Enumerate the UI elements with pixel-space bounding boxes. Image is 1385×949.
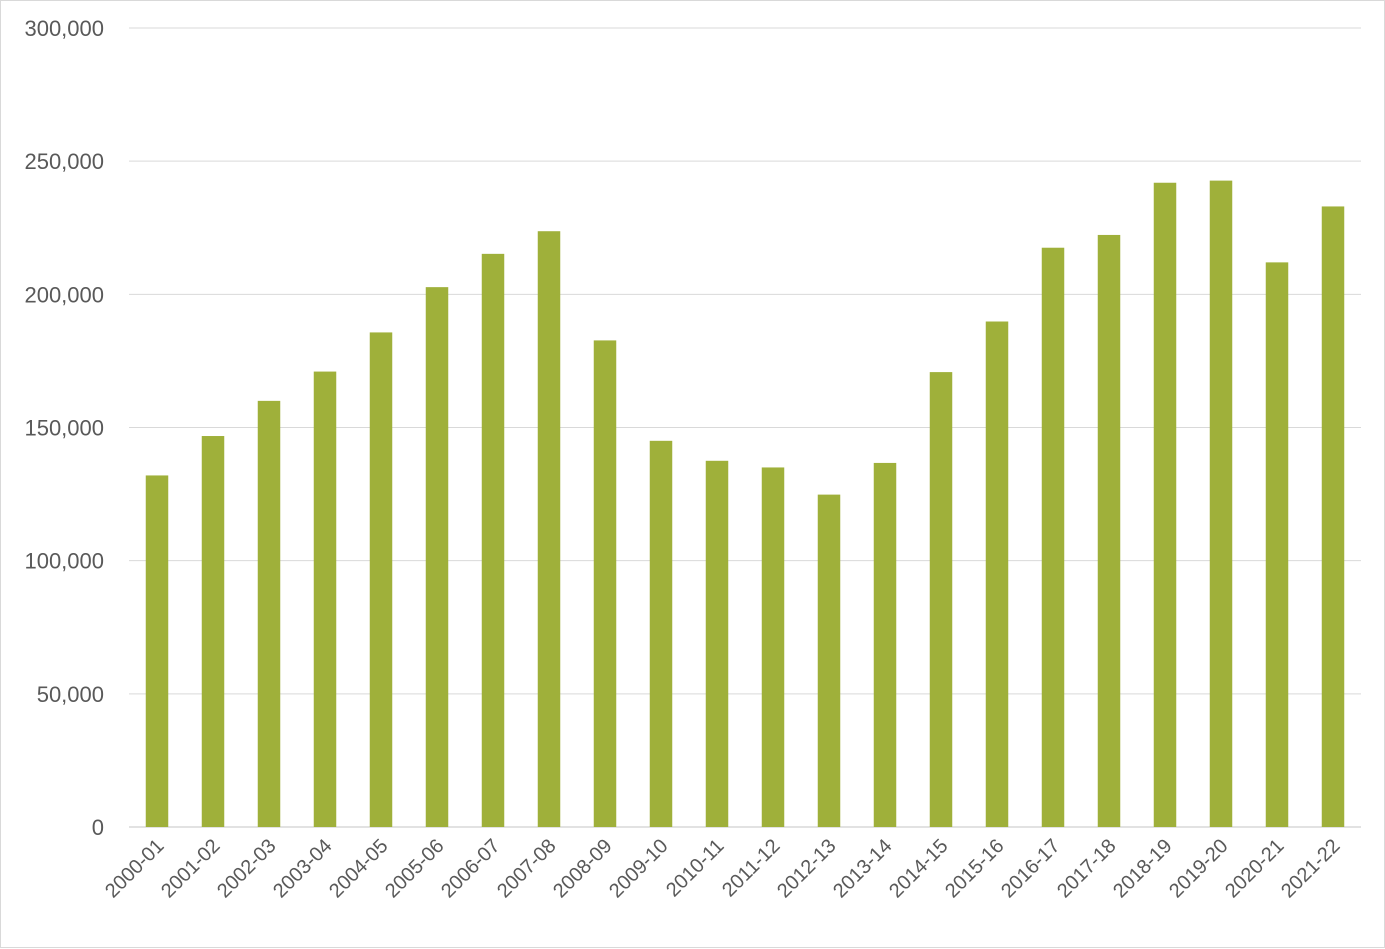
x-tick-label: 2012-13 — [773, 835, 840, 902]
x-tick-label: 2006-07 — [437, 835, 504, 902]
bar — [705, 460, 729, 827]
bar — [145, 475, 169, 827]
bars — [145, 180, 1345, 828]
x-tick-label: 2000-01 — [101, 835, 168, 902]
x-tick-label: 2011-12 — [718, 835, 784, 901]
x-tick-label: 2016-17 — [997, 835, 1064, 902]
x-axis-ticks: 2000-012001-022002-032003-042004-052005-… — [101, 835, 1344, 902]
bar — [1097, 234, 1121, 828]
bar — [761, 467, 785, 827]
x-tick-label: 2007-08 — [493, 835, 560, 902]
y-tick-label: 0 — [92, 815, 104, 840]
x-tick-label: 2009-10 — [605, 835, 672, 902]
bar — [817, 494, 841, 827]
y-tick-label: 200,000 — [24, 282, 104, 307]
x-tick-label: 2008-09 — [549, 835, 616, 902]
y-tick-label: 100,000 — [24, 549, 104, 574]
bar — [649, 440, 673, 827]
bar — [201, 436, 225, 827]
x-tick-label: 2004-05 — [325, 835, 392, 902]
y-tick-label: 300,000 — [24, 16, 104, 41]
y-tick-label: 50,000 — [37, 682, 104, 707]
bar — [593, 340, 617, 827]
y-axis-ticks: 0 50,000 100,000 150,000 200,000 250,000 300,0… — [24, 16, 104, 840]
x-tick-label: 2010-11 — [662, 835, 728, 901]
bar — [425, 287, 449, 827]
y-tick-label: 150,000 — [24, 416, 104, 441]
x-tick-label: 2020-21 — [1221, 835, 1288, 902]
bar — [369, 332, 393, 827]
x-tick-label: 2013-14 — [829, 835, 896, 902]
x-tick-label: 2014-15 — [885, 835, 952, 902]
bar — [257, 400, 281, 827]
x-tick-label: 2017-18 — [1053, 835, 1120, 902]
bar — [1153, 182, 1177, 827]
bar — [1041, 247, 1065, 828]
bar — [985, 321, 1009, 827]
x-tick-label: 2015-16 — [941, 835, 1008, 902]
bar — [1321, 206, 1345, 827]
x-tick-label: 2021-22 — [1277, 835, 1344, 902]
x-tick-label: 2003-04 — [269, 835, 336, 902]
bar — [873, 462, 897, 827]
bar — [537, 231, 561, 827]
bar — [929, 372, 953, 827]
x-tick-label: 2005-06 — [381, 835, 448, 902]
bar — [1265, 262, 1289, 828]
x-tick-label: 2001-02 — [157, 835, 224, 902]
x-tick-label: 2018-19 — [1109, 835, 1176, 902]
x-tick-label: 2002-03 — [213, 835, 280, 902]
bar — [481, 253, 505, 828]
bar — [1209, 180, 1233, 827]
y-tick-label: 250,000 — [24, 149, 104, 174]
bar — [313, 371, 337, 827]
x-tick-label: 2019-20 — [1165, 835, 1232, 902]
